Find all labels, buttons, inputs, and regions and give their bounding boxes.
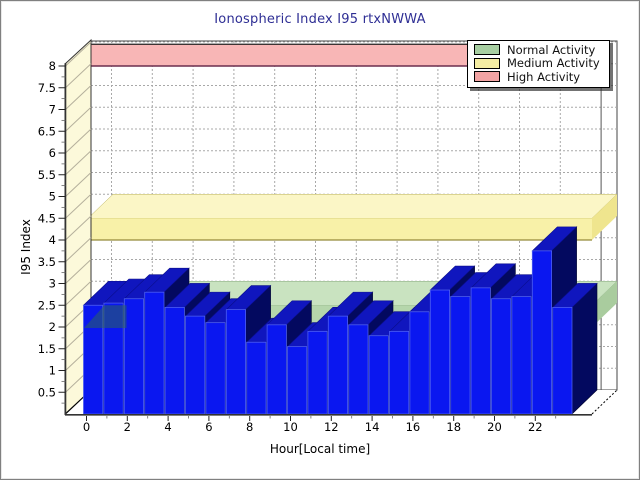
x-tick-label: 8 (246, 420, 253, 434)
medium-activity-swatch (474, 57, 500, 69)
x-tick-label: 10 (283, 420, 298, 434)
band-medium-activity (87, 194, 618, 241)
x-tick-label: 18 (446, 420, 461, 434)
y-tick-label: 2 (49, 320, 56, 334)
y-tick-label: 4.5 (38, 211, 56, 225)
legend-label: Normal Activity (507, 42, 596, 57)
legend-label: High Activity (507, 69, 581, 84)
y-tick-label: 7.5 (38, 81, 56, 95)
normal-band-overlay (84, 305, 127, 328)
legend-label: Medium Activity (507, 56, 600, 71)
y-tick-label: 6.5 (38, 124, 56, 138)
x-tick-label: 14 (365, 420, 380, 434)
y-tick-label: 0.5 (38, 385, 56, 399)
x-axis: 0 2 4 6 8 10 12 14 16 18 20 22 (65, 413, 592, 434)
y-tick-label: 8 (49, 59, 56, 73)
legend: Normal Activity Medium Activity High Act… (467, 40, 610, 88)
x-tick-label: 6 (205, 420, 212, 434)
y-tick-label: 5 (49, 190, 56, 204)
y-axis-title: I95 Index (19, 219, 33, 275)
legend-item-normal: Normal Activity (474, 43, 605, 57)
y-tick-label: 3.5 (38, 255, 56, 269)
y-tick-label: 6 (49, 146, 56, 160)
x-tick-label: 4 (164, 420, 171, 434)
y-tick-label: 3 (49, 277, 56, 291)
x-tick-label: 16 (406, 420, 421, 434)
x-tick-label: 22 (528, 420, 543, 434)
high-activity-swatch (474, 71, 500, 83)
y-tick-label: 2.5 (38, 298, 56, 312)
y-tick-label: 1 (49, 364, 56, 378)
normal-activity-swatch (474, 44, 500, 56)
x-tick-label: 20 (487, 420, 502, 434)
x-tick-label: 12 (324, 420, 339, 434)
chart-title: Ionospheric Index I95 rtxNWWA (214, 12, 426, 27)
y-tick-label: 5.5 (38, 168, 56, 182)
legend-item-high: High Activity (474, 70, 605, 84)
x-tick-label: 2 (124, 420, 131, 434)
y-tick-label: 4 (49, 233, 56, 247)
legend-item-medium: Medium Activity (474, 56, 605, 71)
y-tick-label: 7 (49, 103, 56, 117)
x-tick-label: 0 (83, 420, 90, 434)
bars (82, 226, 598, 415)
y-axis: 0.5 1 1.5 2 2.5 3 3.5 4 4.5 5 5.5 6 6.5 7 7.5 8 (38, 59, 67, 415)
y-tick-label: 1.5 (38, 342, 56, 356)
bar-hour-23 (551, 282, 598, 415)
x-axis-title: Hour[Local time] (269, 442, 371, 456)
